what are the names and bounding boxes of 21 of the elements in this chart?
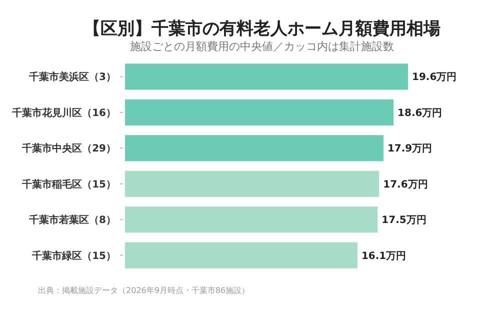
bar [125, 135, 384, 162]
data-label: 16.1万円 [361, 250, 406, 262]
data-label: 17.6万円 [383, 179, 428, 190]
bar [125, 170, 380, 197]
y-tick-label: 千葉市中央区（29） [21, 142, 116, 155]
data-label: 19.6万円 [412, 72, 457, 84]
bar [125, 64, 408, 90]
y-tick-label: 千葉市緑区（15） [31, 250, 116, 262]
bar [125, 206, 378, 233]
data-label: 17.9万円 [387, 144, 432, 155]
y-tick-label: 千葉市若葉区（8） [28, 214, 116, 226]
bar [125, 242, 358, 268]
y-tick-label: 千葉市美浜区（3） [28, 71, 116, 84]
data-label: 18.6万円 [398, 108, 442, 119]
chart-subtitle: 施設ごとの月額費用の中央値／カッコ内は集計施設数 [130, 40, 394, 53]
bar [125, 99, 394, 126]
chart-title: 【区別】千葉市の有料老人ホーム月額費用相場 [84, 19, 440, 39]
y-tick-label: 千葉市花見川区（16） [11, 106, 116, 119]
data-label: 17.5万円 [382, 215, 426, 226]
y-tick-label: 千葉市稲毛区（15） [21, 178, 116, 190]
source-note: 出典：掲載施設データ（2026年9月時点・千葉市86施設） [38, 286, 250, 295]
